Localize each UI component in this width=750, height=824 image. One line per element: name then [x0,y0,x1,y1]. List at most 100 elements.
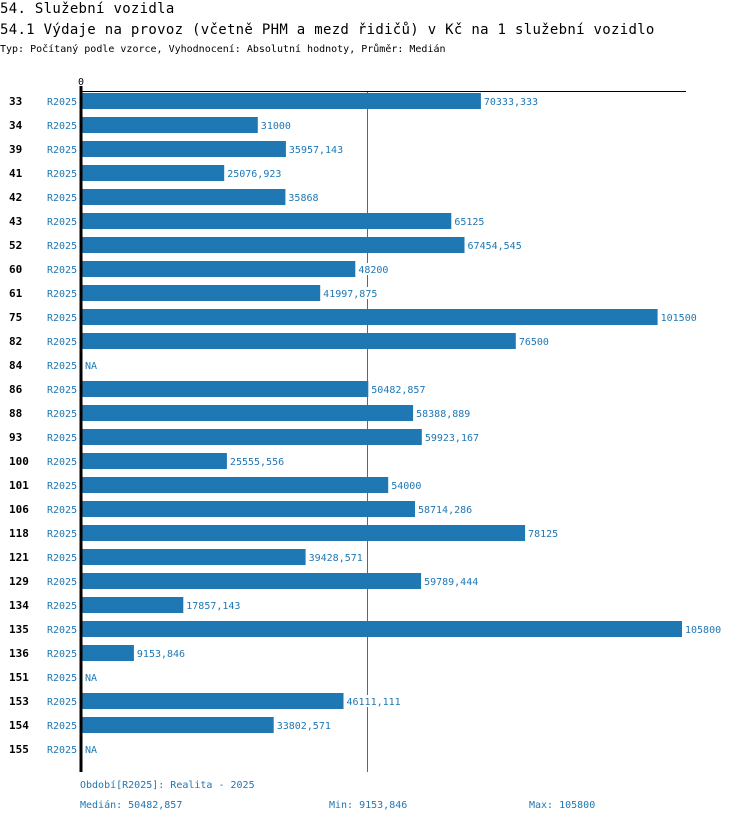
row-id-label: 43 [9,215,22,228]
row-period-label: R2025 [47,409,77,420]
row-id-label: 121 [9,551,29,564]
value-label: 48200 [358,265,388,276]
row-period-label: R2025 [47,601,77,612]
row-period-label: R2025 [47,265,77,276]
value-label-background [482,95,540,107]
row-period-label: R2025 [47,721,77,732]
value-label-background [527,527,560,539]
value-label-background [370,383,428,395]
value-label-background [423,431,481,443]
value-label: 35957,143 [289,145,343,156]
row-period-label: R2025 [47,385,77,396]
row-id-label: 155 [9,743,29,756]
row-period-label: R2025 [47,241,77,252]
value-label-background [84,359,99,371]
row-period-label: R2025 [47,649,77,660]
row-period-label: R2025 [47,505,77,516]
row-id-label: 101 [9,479,29,492]
row-period-label: R2025 [47,625,77,636]
value-label: 31000 [261,121,291,132]
value-label: 41997,875 [323,289,377,300]
value-label: 58714,286 [418,505,472,516]
row-id-label: 129 [9,575,29,588]
footer-period: Období[R2025]: Realita - 2025 [80,780,255,791]
chart-title: 54.1 Výdaje na provoz (včetně PHM a mezd… [0,22,655,38]
row-id-label: 93 [9,431,22,444]
value-label-background [275,719,333,731]
row-id-label: 39 [9,143,22,156]
value-label-background [259,119,293,131]
row-id-label: 134 [9,599,29,612]
row-period-label: R2025 [47,697,77,708]
value-label: 25076,923 [227,169,281,180]
value-label-background [185,599,243,611]
row-period-label: R2025 [47,121,77,132]
value-label: 9153,846 [137,649,185,660]
row-period-label: R2025 [47,289,77,300]
row-id-label: 86 [9,383,23,396]
value-label: 58388,889 [416,409,470,420]
value-label: 59789,444 [424,577,478,588]
value-label: 101500 [661,313,697,324]
row-id-label: 106 [9,503,29,516]
row-id-label: 136 [9,647,29,660]
row-period-label: R2025 [47,97,77,108]
value-label: 25555,556 [230,457,284,468]
row-period-label: R2025 [47,313,77,324]
footer-min: Min: 9153,846 [329,800,408,811]
row-id-label: 33 [9,95,22,108]
value-label: 70333,333 [484,97,538,108]
row-id-label: 153 [9,695,29,708]
row-id-label: 84 [9,359,23,372]
value-label: 105800 [685,625,721,636]
value-label: 76500 [519,337,549,348]
bar [82,261,356,277]
value-label: 50482,857 [371,385,425,396]
value-label-background [84,743,99,755]
value-label: 54000 [391,481,421,492]
value-label-background [466,239,524,251]
row-period-label: R2025 [47,673,77,684]
bar [82,405,414,421]
value-label-background [287,191,320,203]
value-label: 78125 [528,529,558,540]
row-id-label: 52 [9,239,22,252]
row-id-label: 100 [9,455,29,468]
value-label-background [423,575,480,587]
bar [82,573,422,589]
row-period-label: R2025 [47,745,77,756]
bar [82,213,452,229]
row-id-label: 42 [9,191,22,204]
value-label-background [322,287,380,299]
value-label: NA [85,361,97,372]
value-label-background [517,335,551,347]
row-id-label: 75 [9,311,22,324]
row-period-label: R2025 [47,553,77,564]
bar [82,429,422,445]
bar [82,237,465,253]
row-period-label: R2025 [47,169,77,180]
row-period-label: R2025 [47,145,77,156]
bar [82,285,321,301]
bar [82,381,369,397]
row-id-label: 154 [9,719,29,732]
value-label-background [84,671,99,683]
row-period-label: R2025 [47,529,77,540]
value-label-background [287,143,345,155]
row-id-label: 151 [9,671,29,684]
row-id-label: 61 [9,287,23,300]
row-id-label: 41 [9,167,23,180]
bar [82,645,134,661]
bar [82,165,225,181]
row-id-label: 60 [9,263,22,276]
value-label-background [228,455,286,467]
row-period-label: R2025 [47,481,77,492]
row-id-label: 118 [9,527,29,540]
bar [82,333,516,349]
bar [82,189,286,205]
value-label: 17857,143 [186,601,240,612]
chart-subtitle: Typ: Počítaný podle vzorce, Vyhodnocení:… [0,44,446,55]
x-tick-label-0: 0 [78,77,84,88]
value-label: 46111,111 [346,697,400,708]
